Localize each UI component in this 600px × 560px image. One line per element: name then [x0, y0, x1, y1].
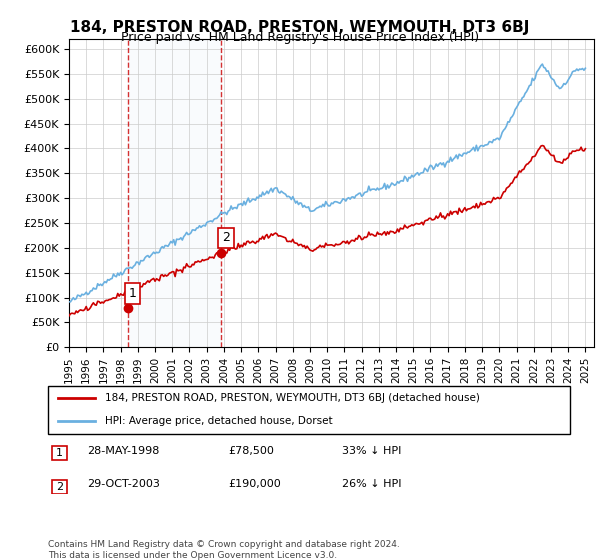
FancyBboxPatch shape: [48, 386, 570, 434]
Text: 26% ↓ HPI: 26% ↓ HPI: [342, 479, 401, 489]
Text: 1: 1: [129, 287, 137, 300]
FancyBboxPatch shape: [52, 479, 67, 494]
Text: 28-MAY-1998: 28-MAY-1998: [87, 446, 160, 456]
Text: 1: 1: [56, 448, 63, 458]
Text: 33% ↓ HPI: 33% ↓ HPI: [342, 446, 401, 456]
Text: 2: 2: [56, 482, 63, 492]
FancyBboxPatch shape: [52, 446, 67, 460]
Text: Price paid vs. HM Land Registry's House Price Index (HPI): Price paid vs. HM Land Registry's House …: [121, 31, 479, 44]
Text: 184, PRESTON ROAD, PRESTON, WEYMOUTH, DT3 6BJ (detached house): 184, PRESTON ROAD, PRESTON, WEYMOUTH, DT…: [106, 393, 480, 403]
Text: 2: 2: [222, 231, 230, 244]
Text: Contains HM Land Registry data © Crown copyright and database right 2024.
This d: Contains HM Land Registry data © Crown c…: [48, 540, 400, 560]
Text: £78,500: £78,500: [228, 446, 274, 456]
Text: £190,000: £190,000: [228, 479, 281, 489]
Bar: [128, 39, 221, 347]
Text: 29-OCT-2003: 29-OCT-2003: [87, 479, 160, 489]
Text: 184, PRESTON ROAD, PRESTON, WEYMOUTH, DT3 6BJ: 184, PRESTON ROAD, PRESTON, WEYMOUTH, DT…: [70, 20, 530, 35]
Text: HPI: Average price, detached house, Dorset: HPI: Average price, detached house, Dors…: [106, 416, 333, 426]
